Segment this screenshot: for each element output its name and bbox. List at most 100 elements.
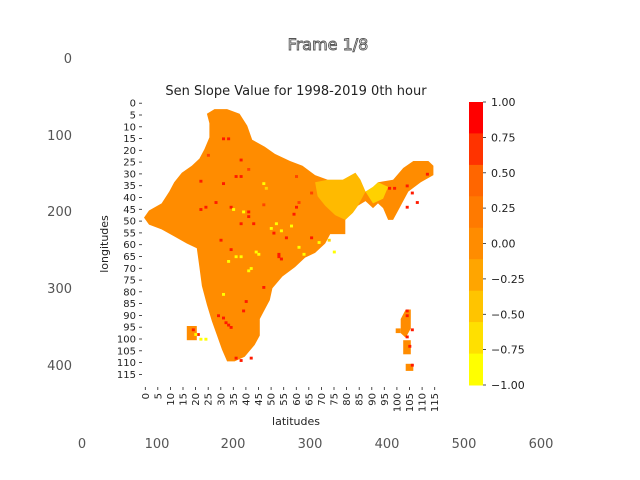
x-tick-label: 30 <box>216 393 227 406</box>
heatmap-cell <box>234 175 238 178</box>
x-tick-label: 75 <box>330 393 341 406</box>
colorbar-tick-label: 0.75 <box>491 131 516 144</box>
y-tick-label: 5 <box>130 111 136 122</box>
colorbar-segment <box>469 322 483 354</box>
heatmap-cell <box>239 158 243 162</box>
heatmap-cell <box>227 323 231 327</box>
heatmap-cell <box>239 175 243 178</box>
x-tick-label: 115 <box>430 393 441 412</box>
heatmap-cell <box>327 238 331 242</box>
x-axis-label: latitudes <box>272 415 320 428</box>
heatmap <box>144 109 434 371</box>
outer-x-tick: 600 <box>529 437 554 452</box>
x-tick-label: 55 <box>279 393 290 406</box>
y-tick-label: 0 <box>130 99 136 110</box>
y-tick-label: 95 <box>123 323 136 334</box>
x-tick-label: 10 <box>166 393 177 406</box>
heatmap-cell <box>222 316 226 320</box>
colorbar-tick-label: −0.50 <box>491 308 525 321</box>
colorbar-segment <box>469 164 483 197</box>
heatmap-cell <box>393 186 397 190</box>
outer-x-tick: 100 <box>145 437 170 452</box>
colorbar-tick-label: −0.75 <box>491 344 525 357</box>
chart-title: Sen Slope Value for 1998-2019 0th hour <box>165 84 427 99</box>
heatmap-cell <box>277 255 281 259</box>
outer-y-tick: 400 <box>47 359 72 374</box>
heatmap-cell <box>191 328 195 332</box>
heatmap-cell <box>279 257 283 261</box>
y-tick-label: 80 <box>123 287 136 298</box>
heatmap-cell <box>272 231 276 235</box>
y-tick-label: 55 <box>123 228 136 239</box>
colorbar-segment <box>469 290 483 323</box>
colorbar-segment <box>469 133 483 166</box>
x-tick-label: 20 <box>191 393 202 406</box>
x-tick-label: 105 <box>405 393 416 412</box>
y-tick-label: 105 <box>117 346 136 357</box>
colorbar-segment <box>469 102 483 134</box>
colorbar-tick-label: −0.25 <box>491 273 525 286</box>
heatmap-fragment <box>395 328 401 334</box>
heatmap-cell <box>199 337 203 341</box>
outer-y-tick: 200 <box>47 205 72 220</box>
heatmap-cell <box>405 205 409 209</box>
x-tick-label: 80 <box>342 393 353 406</box>
heatmap-cell <box>247 269 251 273</box>
colorbar-segment <box>469 196 483 229</box>
x-axis-ticks: 0 5 10 15 20 25 30 35 40 45 50 55 60 65 70 75 80 85 90 95 10… <box>141 387 441 412</box>
x-tick-label: 0 <box>141 393 152 399</box>
outer-y-tick: 100 <box>47 129 72 144</box>
heatmap-cell <box>239 359 243 362</box>
heatmap-cell <box>227 260 231 263</box>
heatmap-cell <box>292 212 296 216</box>
x-tick-label: 40 <box>241 393 252 406</box>
y-tick-label: 100 <box>117 335 136 346</box>
heatmap-cell <box>262 286 266 289</box>
heatmap-cell <box>247 210 251 214</box>
heatmap-cell <box>249 356 253 360</box>
outer-x-tick: 500 <box>452 437 477 452</box>
heatmap-cell <box>405 309 409 313</box>
heatmap-cell <box>317 241 321 244</box>
colorbar-tick-label: 0.25 <box>491 202 516 215</box>
x-tick-label: 5 <box>153 393 164 399</box>
outer-x-tick: 300 <box>298 437 323 452</box>
heatmap-cell <box>247 168 251 171</box>
heatmap-cell <box>388 186 392 190</box>
colorbar-tick-label: 0.50 <box>491 167 516 180</box>
heatmap-cell <box>217 314 221 318</box>
x-tick-label: 60 <box>292 393 303 406</box>
outer-y-tick: 300 <box>47 282 72 297</box>
heatmap-cell <box>302 252 306 256</box>
heatmap-cell <box>405 184 409 188</box>
heatmap-cell <box>254 250 258 254</box>
x-tick-label: 110 <box>418 393 429 412</box>
colorbar-segment <box>469 353 483 386</box>
heatmap-cell <box>204 337 208 341</box>
y-tick-label: 50 <box>123 217 136 228</box>
y-tick-label: 70 <box>123 264 136 275</box>
colorbar-segment <box>469 227 483 260</box>
y-tick-label: 15 <box>123 134 136 145</box>
outer-x-tick: 200 <box>221 437 246 452</box>
x-tick-label: 70 <box>317 393 328 406</box>
x-tick-label: 65 <box>304 393 315 406</box>
heatmap-cell <box>229 248 233 252</box>
heatmap-cell <box>249 267 253 270</box>
heatmap-cell <box>279 229 283 233</box>
y-tick-label: 60 <box>123 240 136 251</box>
x-tick-label: 35 <box>229 393 240 406</box>
heatmap-cell <box>405 314 409 318</box>
colorbar <box>469 102 483 386</box>
heatmap-cell <box>284 236 288 240</box>
heatmap-cell <box>269 227 273 230</box>
heatmap-cell <box>199 208 203 211</box>
x-tick-label: 85 <box>355 393 366 406</box>
heatmap-cell <box>234 356 238 360</box>
heatmap-cell <box>242 210 246 214</box>
y-axis-label: longitudes <box>98 215 111 273</box>
heatmap-cell <box>274 222 278 226</box>
heatmap-cell <box>257 252 261 256</box>
x-tick-label: 90 <box>367 393 378 406</box>
x-tick-label: 100 <box>392 393 403 412</box>
